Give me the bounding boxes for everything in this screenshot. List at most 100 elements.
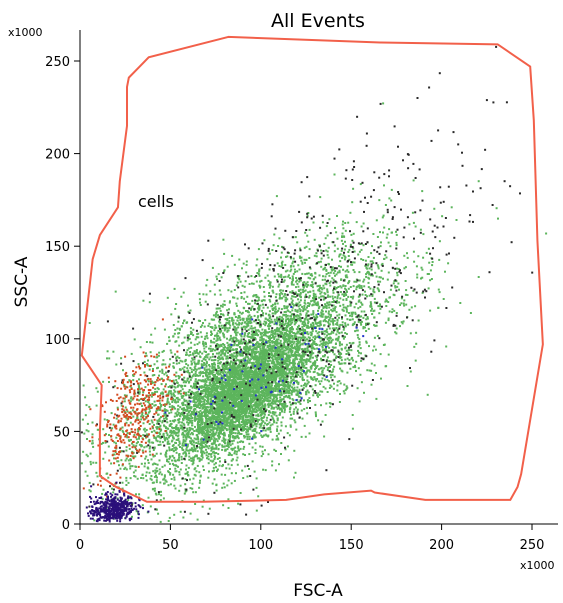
event-point [225, 467, 228, 470]
event-point [336, 384, 339, 387]
event-point [312, 352, 315, 355]
event-point [248, 442, 251, 445]
event-point [316, 394, 319, 397]
event-point [218, 366, 221, 369]
event-point [154, 492, 157, 495]
event-point [297, 381, 300, 384]
event-point [296, 293, 299, 296]
event-point [276, 338, 278, 341]
event-point [177, 444, 180, 447]
event-point [291, 362, 294, 365]
event-point [168, 455, 171, 458]
event-point [332, 304, 335, 307]
event-point [235, 353, 238, 356]
event-point [420, 266, 423, 269]
event-point [287, 310, 290, 313]
event-point [141, 504, 144, 507]
event-point [268, 252, 271, 255]
event-point [271, 309, 274, 311]
event-point [320, 357, 322, 360]
event-point [319, 367, 322, 370]
event-point [284, 298, 287, 301]
event-point [290, 268, 293, 271]
event-point [169, 483, 172, 486]
event-point [171, 462, 174, 465]
event-point [339, 382, 342, 385]
event-point [286, 445, 289, 448]
event-point [215, 307, 218, 310]
event-point [375, 324, 378, 327]
event-point [203, 337, 206, 340]
event-point [336, 247, 339, 250]
event-point [205, 284, 208, 287]
event-point [285, 313, 287, 316]
event-point [271, 249, 274, 251]
event-point [427, 247, 430, 250]
event-point [269, 281, 272, 284]
event-point [308, 257, 311, 259]
event-point [264, 344, 267, 347]
event-point [299, 329, 301, 332]
event-point [162, 497, 165, 500]
event-point [281, 316, 284, 319]
event-point [377, 288, 380, 291]
event-point [300, 256, 303, 259]
event-point [157, 420, 160, 422]
event-point [182, 409, 185, 412]
event-point [147, 401, 150, 403]
event-point [352, 187, 355, 190]
event-point [219, 417, 222, 420]
event-point [316, 332, 319, 335]
event-point [220, 324, 223, 327]
event-point [245, 271, 248, 274]
event-point [102, 457, 105, 460]
event-point [342, 235, 345, 238]
event-point [293, 318, 296, 321]
event-point [292, 373, 294, 375]
event-point [341, 293, 344, 296]
event-point [328, 301, 331, 304]
event-point [253, 433, 256, 436]
event-point [363, 391, 365, 394]
event-point [445, 345, 448, 348]
event-point [153, 424, 155, 426]
event-point [183, 369, 186, 372]
event-point [349, 304, 352, 307]
event-point [382, 277, 384, 280]
event-point [190, 459, 193, 462]
event-point [235, 472, 237, 475]
event-point [220, 353, 223, 356]
event-point [173, 415, 176, 418]
event-point [101, 492, 104, 495]
event-point [192, 373, 195, 376]
event-point [339, 291, 342, 293]
event-point [405, 303, 408, 306]
event-point [280, 256, 282, 259]
event-point [331, 338, 334, 341]
event-point [188, 337, 191, 340]
event-point [360, 310, 363, 313]
event-point [138, 392, 141, 395]
event-point [330, 332, 333, 335]
event-point [292, 369, 295, 372]
event-point [179, 415, 182, 418]
event-point [216, 339, 219, 342]
event-point [249, 322, 252, 325]
event-point [176, 396, 179, 399]
event-point [384, 365, 387, 368]
event-point [152, 455, 155, 458]
event-point [296, 326, 299, 328]
event-point [291, 398, 294, 401]
event-point [153, 400, 156, 403]
event-point [334, 346, 337, 349]
event-point [136, 477, 139, 480]
event-point [240, 440, 243, 443]
event-point [324, 278, 327, 281]
event-point [211, 423, 214, 426]
event-point [120, 357, 123, 360]
event-point [262, 453, 265, 455]
event-point [299, 288, 302, 291]
event-point [305, 384, 308, 387]
event-point [311, 274, 314, 277]
event-point [296, 390, 299, 393]
